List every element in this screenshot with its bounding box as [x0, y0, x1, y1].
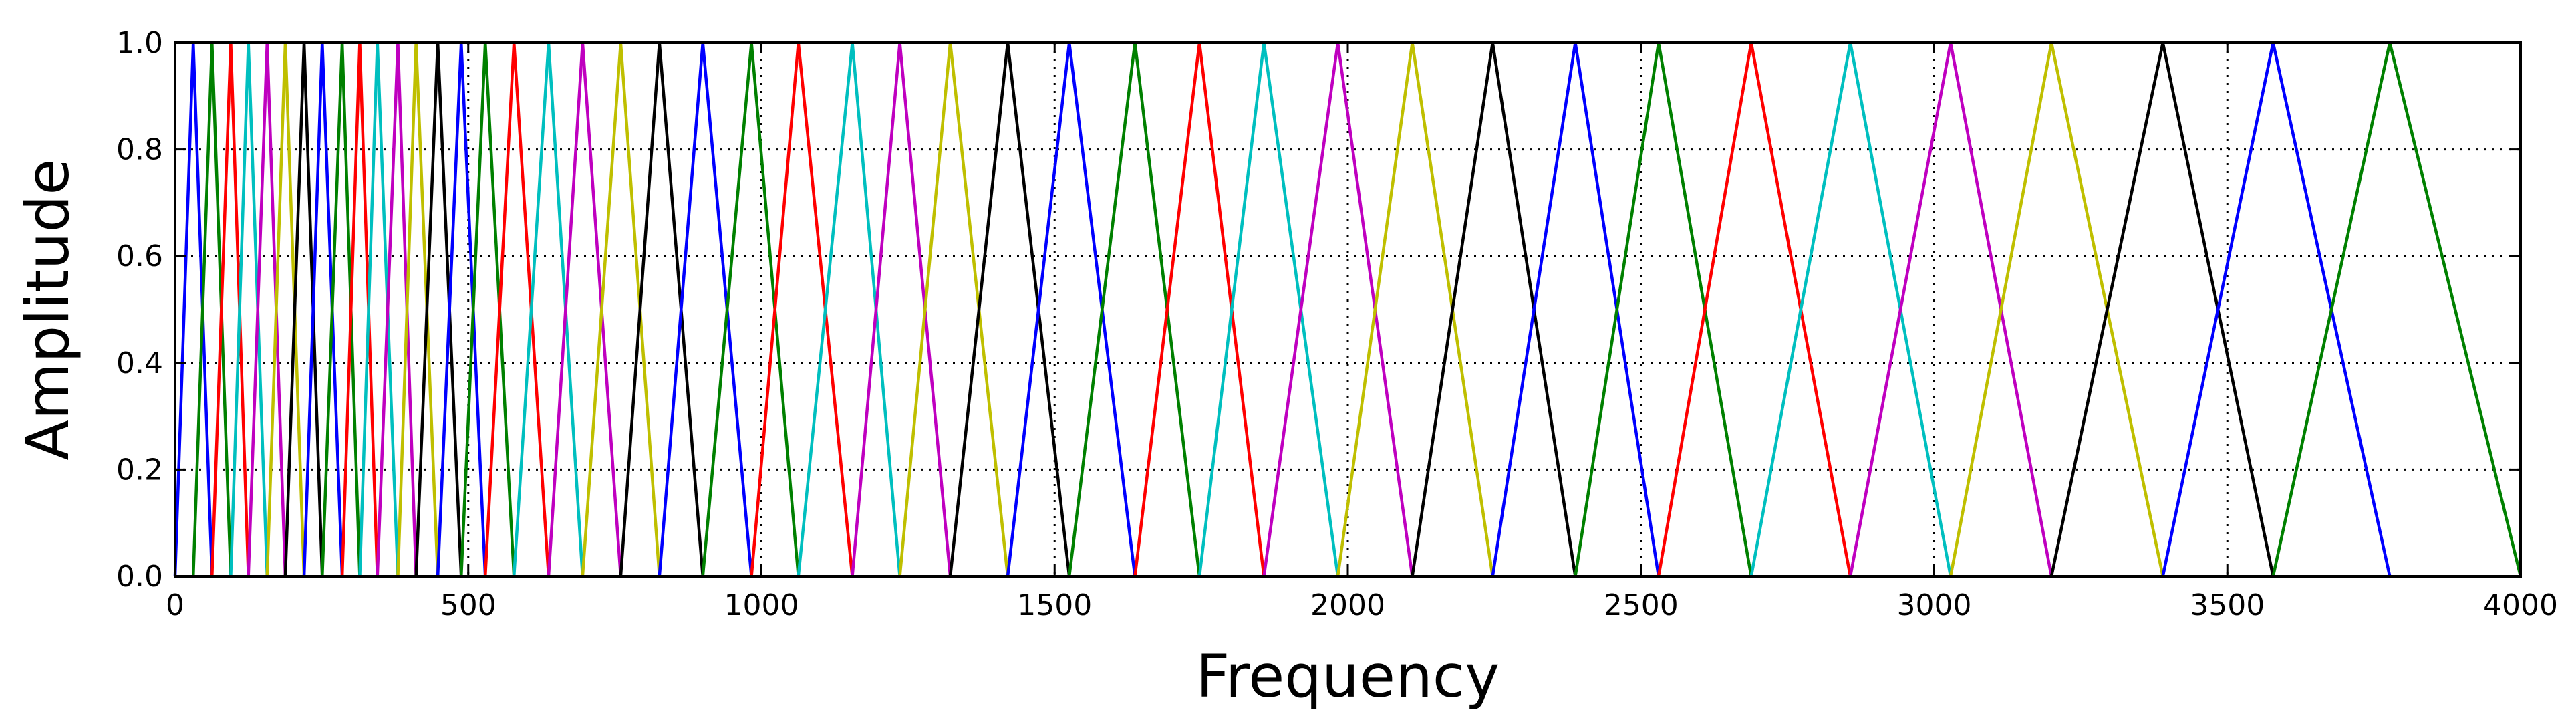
filter-17-line [483, 42, 551, 577]
filter-12-line [376, 42, 418, 577]
filter-33-line [1262, 42, 1414, 577]
x-axis-label: Frequency [1196, 642, 1500, 711]
filter-9-line [321, 42, 362, 577]
x-tick-label: 1000 [724, 588, 799, 622]
filter-43-line [2161, 42, 2392, 577]
x-tick-label: 4000 [2483, 588, 2558, 622]
filter-32-line [1197, 42, 1340, 577]
y-tick-label: 0.2 [116, 453, 163, 487]
filter-20-line [581, 42, 662, 577]
filter-19-line [547, 42, 623, 577]
y-tick-label: 0.0 [116, 560, 163, 594]
filter-2-line [191, 42, 233, 577]
filter-11-line [358, 42, 400, 577]
filter-10-line [340, 42, 379, 577]
filter-37-line [1574, 42, 1753, 577]
y-tick-label: 0.6 [116, 239, 163, 273]
filter-15-line [436, 42, 487, 577]
filter-39-line [1749, 42, 1953, 577]
y-tick-label: 0.4 [116, 346, 163, 380]
filter-7-line [283, 42, 324, 577]
filter-1-line [173, 42, 214, 577]
filter-28-line [948, 42, 1071, 577]
x-tick-label: 2500 [1604, 588, 1679, 622]
y-tick-label: 0.8 [116, 133, 163, 167]
y-axis-label: Amplitude [13, 159, 82, 461]
filter-26-line [851, 42, 952, 577]
y-tick-labels: 0.0 0.2 0.4 0.6 0.8 1.0 [116, 26, 163, 594]
filter-21-line [619, 42, 704, 577]
filter-8-line [302, 42, 344, 577]
filter-18-line [512, 42, 585, 577]
filter-27-line [898, 42, 1010, 577]
filter-6-line [265, 42, 306, 577]
filter-29-line [1006, 42, 1137, 577]
filter-25-line [797, 42, 901, 577]
x-tick-label: 3500 [2190, 588, 2265, 622]
filter-4-line [229, 42, 269, 577]
filter-30-line [1067, 42, 1201, 577]
x-tick-label: 3000 [1897, 588, 1972, 622]
x-tick-label: 2000 [1310, 588, 1385, 622]
filter-36-line [1491, 42, 1661, 577]
x-tick-label: 500 [440, 588, 496, 622]
filter-34-line [1336, 42, 1494, 577]
x-tick-label: 1500 [1017, 588, 1092, 622]
grid-lines [175, 43, 2521, 576]
filter-24-line [750, 42, 854, 577]
filter-23-line [701, 42, 801, 577]
filter-41-line [1949, 42, 2164, 577]
filter-3-line [210, 42, 250, 577]
axis-ticks [174, 41, 2522, 578]
filter-44-line [2271, 42, 2523, 577]
filter-40-line [1848, 42, 2053, 577]
filter-38-line [1657, 42, 1852, 577]
filter-5-line [247, 42, 287, 577]
filter-42-line [2049, 42, 2275, 577]
filter-31-line [1133, 42, 1266, 577]
filter-35-line [1411, 42, 1577, 577]
x-tick-labels: 0 500 1000 1500 2000 2500 3000 3500 4000 [166, 588, 2558, 622]
filter-14-line [414, 42, 463, 577]
y-tick-label: 1.0 [116, 26, 163, 60]
filter-22-line [658, 42, 753, 577]
x-tick-label: 0 [166, 588, 184, 622]
